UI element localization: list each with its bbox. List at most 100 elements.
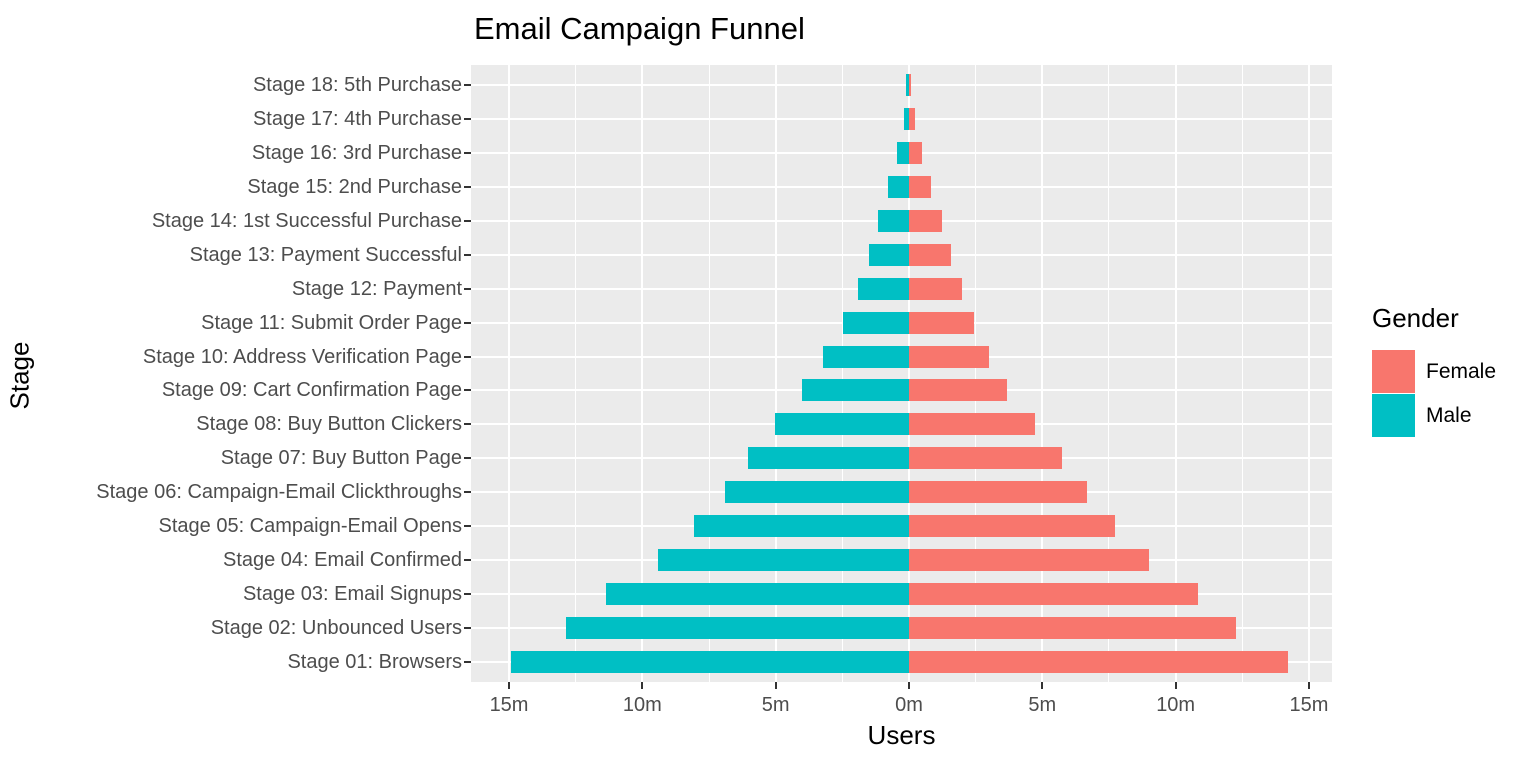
legend-label-female: Female <box>1426 359 1497 383</box>
y-axis-tick-label: Stage 02: Unbounced Users <box>210 616 462 639</box>
x-axis-tick-label: 5m <box>1028 694 1057 716</box>
y-axis-tick-label: Stage 16: 3rd Purchase <box>251 142 462 165</box>
y-axis-tick-label: Stage 07: Buy Button Page <box>220 447 462 470</box>
y-axis-tick-mark <box>464 491 471 494</box>
gridline-major-x <box>508 65 511 682</box>
y-axis-tick-mark <box>464 321 471 324</box>
y-axis-tick-label: Stage 12: Payment <box>291 277 462 300</box>
female-swatch-icon <box>1372 350 1415 393</box>
bar-male <box>802 379 909 402</box>
y-axis-tick-mark <box>464 287 471 290</box>
y-axis-tick-mark <box>464 219 471 222</box>
bar-female <box>909 379 1008 402</box>
bar-male <box>725 481 909 504</box>
x-axis-tick-label: 15m <box>489 694 529 716</box>
gridline-major-x <box>908 65 910 682</box>
gridline-major-y <box>471 118 1332 121</box>
bar-female <box>909 650 1288 673</box>
gridline-minor-x <box>708 65 710 682</box>
bar-female <box>909 142 922 165</box>
chart-title: Email Campaign Funnel <box>474 11 805 46</box>
y-axis-tick-mark <box>464 389 471 392</box>
x-axis-tick-label: 0m <box>895 694 923 716</box>
legend: Gender Female Male <box>1372 303 1496 438</box>
bar-female <box>909 311 975 334</box>
bar-female <box>909 447 1063 470</box>
y-axis-tick-mark <box>464 118 471 121</box>
bar-female <box>909 616 1236 639</box>
bar-female <box>909 277 963 300</box>
bar-male <box>658 548 909 571</box>
bar-male <box>878 209 909 232</box>
x-axis-tick-mark <box>1174 682 1177 689</box>
gridline-minor-x <box>1108 65 1110 682</box>
y-axis-tick-label: Stage 01: Browsers <box>287 650 462 673</box>
y-axis-tick-mark <box>464 626 471 629</box>
bar-female <box>909 548 1150 571</box>
bar-male <box>694 515 909 538</box>
gridline-major-x <box>1041 65 1044 682</box>
bar-male <box>823 345 909 368</box>
x-axis-tick-mark <box>774 682 777 689</box>
x-axis-tick-label: 15m <box>1289 694 1329 716</box>
gridline-minor-x <box>841 65 843 682</box>
bar-female <box>909 413 1035 436</box>
plot-panel <box>471 65 1332 682</box>
x-axis-tick-label: 10m <box>622 694 662 716</box>
bar-male <box>903 108 909 131</box>
bar-male <box>510 650 909 673</box>
y-axis-tick-mark <box>464 660 471 663</box>
bar-male <box>888 176 909 199</box>
y-axis-tick-label: Stage 10: Address Verification Page <box>142 345 462 368</box>
y-axis-tick-mark <box>464 84 471 87</box>
x-axis-tick-label: 10m <box>1156 694 1196 716</box>
y-axis-tick-label: Stage 05: Campaign-Email Opens <box>158 515 463 538</box>
y-axis-tick-label: Stage 03: Email Signups <box>242 582 462 605</box>
bar-male <box>897 142 909 165</box>
bar-female <box>909 243 952 266</box>
x-axis-tick-mark <box>641 682 644 689</box>
y-axis-tick-mark <box>464 457 471 460</box>
bar-male <box>748 447 909 470</box>
y-axis-tick-label: Stage 04: Email Confirmed <box>222 548 462 571</box>
y-axis-tick-mark <box>464 525 471 528</box>
gridline-major-x <box>641 65 644 682</box>
bar-male <box>906 74 909 97</box>
gridline-major-x <box>1174 65 1177 682</box>
y-axis-tick-mark <box>464 423 471 426</box>
gridline-major-x <box>774 65 777 682</box>
x-axis-tick-mark <box>508 682 511 689</box>
x-axis-tick-mark <box>1041 682 1044 689</box>
x-axis-tick-mark <box>1307 682 1310 689</box>
x-axis-title: Users <box>867 720 936 750</box>
bar-female <box>909 515 1116 538</box>
y-axis-tick-mark <box>464 186 471 189</box>
bar-male <box>843 311 909 334</box>
y-axis-tick-mark <box>464 592 471 595</box>
y-axis-tick-mark <box>464 558 471 561</box>
bar-male <box>858 277 909 300</box>
gridline-major-y <box>471 84 1332 87</box>
bar-female <box>909 582 1199 605</box>
bar-male <box>775 413 909 436</box>
y-axis-tick-label: Stage 17: 4th Purchase <box>252 108 462 131</box>
legend-item-female: Female <box>1372 350 1496 393</box>
bar-female <box>909 209 942 232</box>
male-swatch-icon <box>1372 394 1415 437</box>
y-axis-tick-label: Stage 14: 1st Successful Purchase <box>151 209 462 232</box>
legend-item-male: Male <box>1372 394 1496 437</box>
bar-female <box>909 108 916 131</box>
y-axis-tick-label: Stage 08: Buy Button Clickers <box>196 413 462 436</box>
bar-female <box>909 345 989 368</box>
y-axis-tick-label: Stage 15: 2nd Purchase <box>247 176 462 199</box>
legend-title: Gender <box>1372 303 1459 333</box>
legend-label-male: Male <box>1426 403 1472 427</box>
x-axis-tick-mark <box>908 682 910 689</box>
bar-female <box>909 74 912 97</box>
gridline-minor-x <box>1241 65 1243 682</box>
x-axis-tick-label: 5m <box>761 694 790 716</box>
y-axis-tick-label: Stage 13: Payment Successful <box>189 243 462 266</box>
y-axis-tick-mark <box>464 355 471 358</box>
bar-male <box>606 582 909 605</box>
